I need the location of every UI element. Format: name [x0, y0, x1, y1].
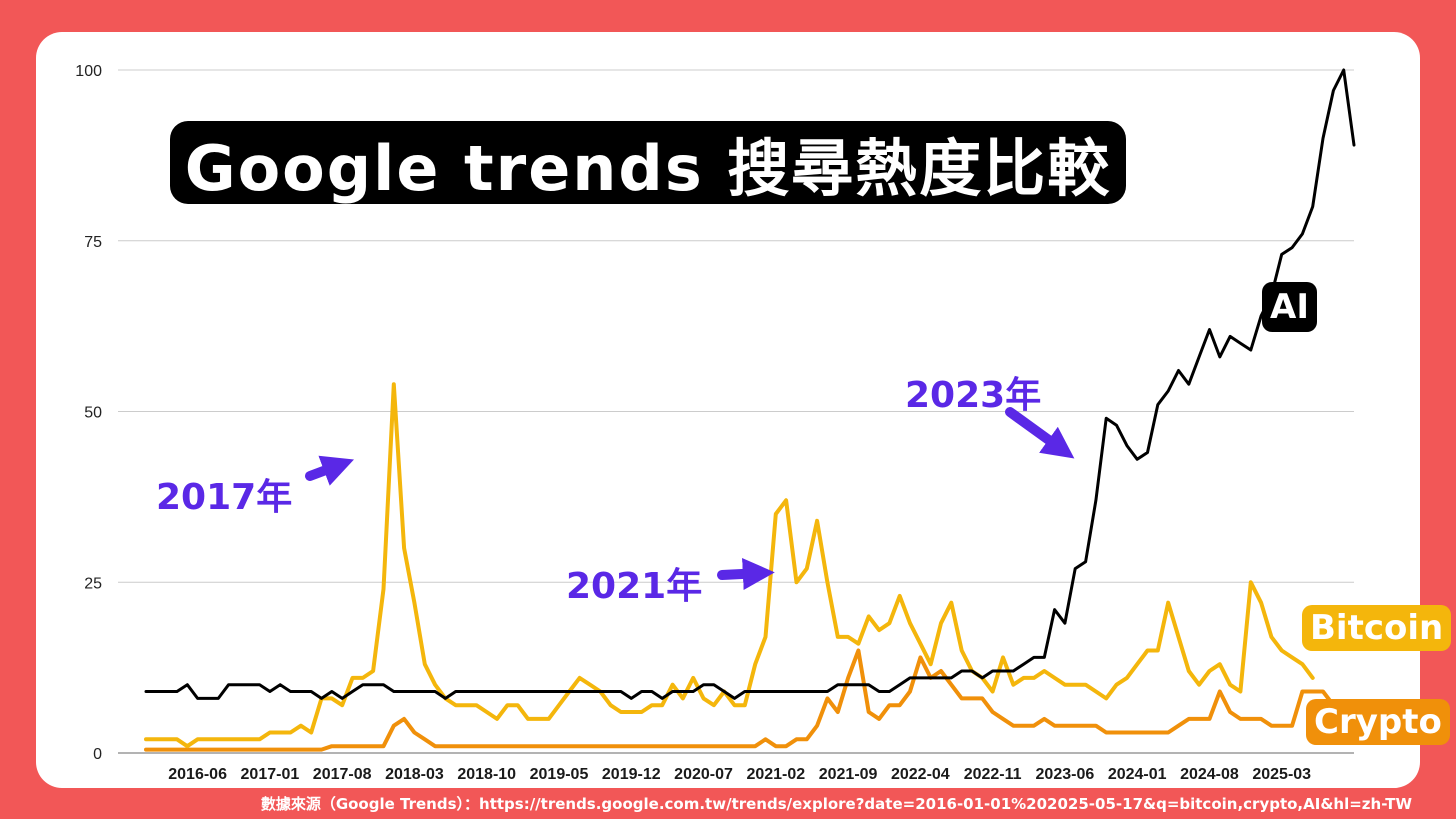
- x-tick-label: 2024-08: [1180, 766, 1239, 783]
- x-tick-label: 2020-07: [674, 766, 733, 783]
- x-tick-label: 2024-01: [1108, 766, 1167, 783]
- y-tick-label: 25: [84, 575, 102, 592]
- x-tick-label: 2021-09: [819, 766, 878, 783]
- arrow-2023-icon: [1005, 407, 1075, 459]
- x-tick-label: 2018-03: [385, 766, 444, 783]
- x-tick-label: 2017-01: [241, 766, 300, 783]
- x-tick-label: 2019-12: [602, 766, 661, 783]
- y-tick-label: 100: [75, 63, 102, 80]
- arrow-2017-icon: [305, 455, 354, 486]
- source-note: 數據來源（Google Trends）：https://trends.googl…: [260, 795, 1412, 813]
- x-tick-label: 2016-06: [168, 766, 227, 783]
- y-tick-label: 50: [84, 405, 102, 422]
- x-tick-label: 2022-04: [891, 766, 950, 783]
- x-tick-label: 2021-02: [746, 766, 805, 783]
- chart-title: Google trends 搜尋熱度比較: [184, 131, 1112, 205]
- y-tick-label: 75: [84, 234, 102, 251]
- annotation-2021: 2021年: [566, 566, 703, 607]
- x-tick-label: 2025-03: [1252, 766, 1311, 783]
- series-line-crypto: [144, 648, 1336, 752]
- arrow-2021-icon: [717, 557, 775, 590]
- series-line-bitcoin: [144, 382, 1315, 749]
- x-tick-label: 2023-06: [1036, 766, 1095, 783]
- x-tick-label: 2018-10: [457, 766, 516, 783]
- series-label-bitcoin: Bitcoin: [1302, 605, 1452, 651]
- y-tick-label: 0: [93, 746, 102, 763]
- title-banner: Google trends 搜尋熱度比較: [170, 121, 1126, 205]
- x-tick-label: 2022-11: [964, 766, 1022, 783]
- series-label-ai: AI: [1262, 282, 1317, 332]
- series-line-ai: [144, 68, 1356, 700]
- annotation-2023: 2023年: [905, 375, 1042, 416]
- annotation-2017: 2017年: [156, 477, 293, 518]
- series-label-crypto: Crypto: [1306, 699, 1450, 745]
- x-tick-label: 2017-08: [313, 766, 372, 783]
- x-tick-label: 2019-05: [530, 766, 589, 783]
